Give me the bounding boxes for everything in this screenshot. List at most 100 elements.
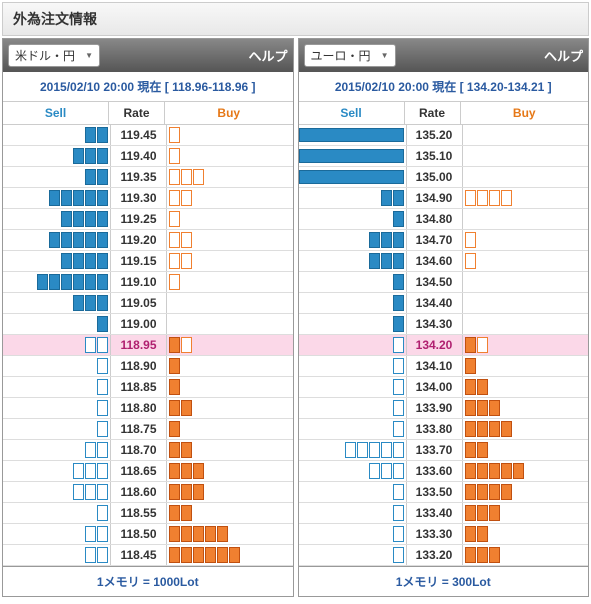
header-sell: Sell xyxy=(299,102,405,124)
sell-cell xyxy=(3,209,111,229)
sell-cell xyxy=(3,545,111,565)
sell-cell xyxy=(3,461,111,481)
buy-cell xyxy=(167,251,293,271)
buy-cell xyxy=(463,440,589,460)
rate-cell: 118.80 xyxy=(111,398,167,418)
buy-cell xyxy=(463,524,589,544)
timestamp-line: 2015/02/10 20:00 現在 [ 118.96-118.96 ] xyxy=(3,72,293,102)
pair-dropdown[interactable]: 米ドル・円 xyxy=(8,44,100,67)
order-row: 119.45 xyxy=(3,125,293,146)
sell-cell xyxy=(299,146,407,166)
order-row: 134.50 xyxy=(299,272,589,293)
rate-cell: 118.85 xyxy=(111,377,167,397)
sell-cell xyxy=(3,251,111,271)
order-row: 118.65 xyxy=(3,461,293,482)
order-row: 118.60 xyxy=(3,482,293,503)
rate-cell: 135.20 xyxy=(407,125,463,145)
rate-cell: 118.65 xyxy=(111,461,167,481)
sell-cell xyxy=(299,314,407,334)
buy-cell xyxy=(167,398,293,418)
buy-cell xyxy=(167,272,293,292)
rate-cell: 119.25 xyxy=(111,209,167,229)
sell-cell xyxy=(299,125,407,145)
rate-cell: 135.00 xyxy=(407,167,463,187)
sell-cell xyxy=(299,419,407,439)
buy-cell xyxy=(463,461,589,481)
header-sell: Sell xyxy=(3,102,109,124)
order-row: 119.40 xyxy=(3,146,293,167)
sell-cell xyxy=(3,482,111,502)
order-row: 119.15 xyxy=(3,251,293,272)
order-row: 119.10 xyxy=(3,272,293,293)
rate-cell: 134.60 xyxy=(407,251,463,271)
panel-footer: 1メモリ = 300Lot xyxy=(299,566,589,596)
rate-cell: 119.10 xyxy=(111,272,167,292)
rate-cell: 119.15 xyxy=(111,251,167,271)
rate-cell: 118.90 xyxy=(111,356,167,376)
order-row: 134.00 xyxy=(299,377,589,398)
rate-cell: 119.35 xyxy=(111,167,167,187)
header-rate: Rate xyxy=(405,102,461,124)
sell-cell xyxy=(3,188,111,208)
order-row: 134.90 xyxy=(299,188,589,209)
buy-cell xyxy=(167,461,293,481)
sell-cell xyxy=(3,146,111,166)
sell-cell xyxy=(3,503,111,523)
order-row: 118.90 xyxy=(3,356,293,377)
header-buy: Buy xyxy=(165,102,293,124)
help-link[interactable]: ヘルプ xyxy=(248,46,287,65)
rate-cell: 118.60 xyxy=(111,482,167,502)
rate-cell: 134.90 xyxy=(407,188,463,208)
panel-1: ユーロ・円ヘルプ2015/02/10 20:00 現在 [ 134.20-134… xyxy=(298,38,590,597)
sell-cell xyxy=(299,335,407,355)
buy-cell xyxy=(463,293,589,313)
help-link[interactable]: ヘルプ xyxy=(544,46,583,65)
rate-cell: 118.45 xyxy=(111,545,167,565)
rows: 119.45119.40119.35119.30119.25119.20119.… xyxy=(3,125,293,566)
order-row: 133.70 xyxy=(299,440,589,461)
buy-cell xyxy=(167,230,293,250)
buy-cell xyxy=(463,188,589,208)
sell-cell xyxy=(299,230,407,250)
buy-cell xyxy=(463,272,589,292)
sell-cell xyxy=(299,356,407,376)
buy-cell xyxy=(167,293,293,313)
sell-cell xyxy=(299,545,407,565)
sell-cell xyxy=(3,167,111,187)
order-row: 133.40 xyxy=(299,503,589,524)
buy-cell xyxy=(463,314,589,334)
buy-cell xyxy=(167,125,293,145)
buy-cell xyxy=(167,503,293,523)
order-row: 135.00 xyxy=(299,167,589,188)
sell-cell xyxy=(3,398,111,418)
rate-cell: 119.05 xyxy=(111,293,167,313)
sell-cell xyxy=(299,398,407,418)
sell-cell xyxy=(299,377,407,397)
rate-cell: 133.80 xyxy=(407,419,463,439)
rate-cell: 133.50 xyxy=(407,482,463,502)
order-row: 134.20 xyxy=(299,335,589,356)
order-row: 133.50 xyxy=(299,482,589,503)
buy-cell xyxy=(463,167,589,187)
order-row: 135.20 xyxy=(299,125,589,146)
header-rate: Rate xyxy=(109,102,165,124)
order-row: 133.20 xyxy=(299,545,589,566)
rate-cell: 134.50 xyxy=(407,272,463,292)
rate-cell: 133.30 xyxy=(407,524,463,544)
sell-cell xyxy=(3,230,111,250)
buy-cell xyxy=(463,356,589,376)
order-row: 119.30 xyxy=(3,188,293,209)
order-row: 133.60 xyxy=(299,461,589,482)
rows: 135.20135.10135.00134.90134.80134.70134.… xyxy=(299,125,589,566)
buy-cell xyxy=(463,146,589,166)
pair-dropdown[interactable]: ユーロ・円 xyxy=(304,44,396,67)
buy-cell xyxy=(463,419,589,439)
order-row: 119.25 xyxy=(3,209,293,230)
rate-cell: 135.10 xyxy=(407,146,463,166)
order-row: 118.55 xyxy=(3,503,293,524)
header-buy: Buy xyxy=(461,102,589,124)
buy-cell xyxy=(463,398,589,418)
sell-cell xyxy=(3,335,111,355)
sell-cell xyxy=(299,440,407,460)
order-row: 133.80 xyxy=(299,419,589,440)
